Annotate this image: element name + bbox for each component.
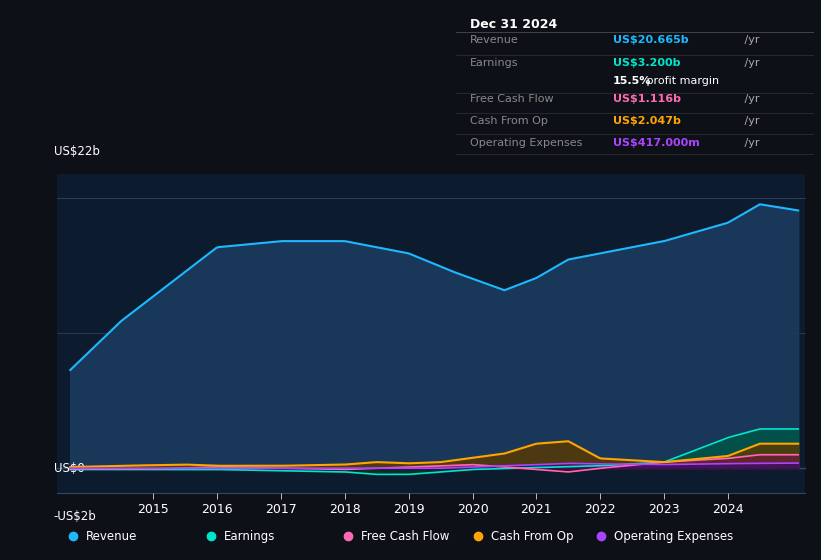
Text: Revenue: Revenue (86, 530, 138, 543)
Text: US$20.665b: US$20.665b (612, 35, 689, 45)
Text: US$3.200b: US$3.200b (612, 58, 681, 68)
Text: Earnings: Earnings (223, 530, 275, 543)
Text: Free Cash Flow: Free Cash Flow (361, 530, 449, 543)
Text: /yr: /yr (741, 58, 760, 68)
Text: /yr: /yr (741, 95, 760, 105)
Text: US$22b: US$22b (53, 144, 99, 158)
Text: US$0: US$0 (53, 462, 85, 475)
Text: -US$2b: -US$2b (53, 510, 97, 524)
Text: Operating Expenses: Operating Expenses (614, 530, 733, 543)
Text: Dec 31 2024: Dec 31 2024 (470, 18, 557, 31)
Text: profit margin: profit margin (643, 76, 719, 86)
Text: /yr: /yr (741, 138, 760, 148)
Text: 15.5%: 15.5% (612, 76, 651, 86)
Text: /yr: /yr (741, 35, 760, 45)
Text: US$2.047b: US$2.047b (612, 115, 681, 125)
Text: /yr: /yr (741, 115, 760, 125)
Text: US$417.000m: US$417.000m (612, 138, 699, 148)
Text: Cash From Op: Cash From Op (491, 530, 573, 543)
Text: Revenue: Revenue (470, 35, 519, 45)
Text: Cash From Op: Cash From Op (470, 115, 548, 125)
Text: US$1.116b: US$1.116b (612, 95, 681, 105)
Text: Earnings: Earnings (470, 58, 518, 68)
Text: Free Cash Flow: Free Cash Flow (470, 95, 553, 105)
Text: Operating Expenses: Operating Expenses (470, 138, 582, 148)
